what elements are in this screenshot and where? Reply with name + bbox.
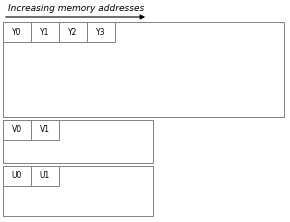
Text: Y2: Y2 (68, 28, 78, 36)
Bar (31, 22, 59, 42)
Text: V0: V0 (12, 125, 22, 135)
Text: U1: U1 (40, 172, 50, 180)
Bar (3, 166, 153, 216)
Text: U0: U0 (12, 172, 22, 180)
Bar (31, 120, 59, 140)
Bar (3, 22, 31, 42)
Text: Y1: Y1 (40, 28, 50, 36)
Bar (59, 22, 87, 42)
Bar (31, 166, 59, 186)
Bar (87, 22, 115, 42)
Text: Y3: Y3 (96, 28, 106, 36)
Bar (3, 166, 31, 186)
Text: V1: V1 (40, 125, 50, 135)
Text: Increasing memory addresses: Increasing memory addresses (8, 4, 144, 13)
Bar (3, 120, 153, 163)
Bar (3, 22, 284, 117)
Bar (3, 120, 31, 140)
Text: Y0: Y0 (12, 28, 22, 36)
